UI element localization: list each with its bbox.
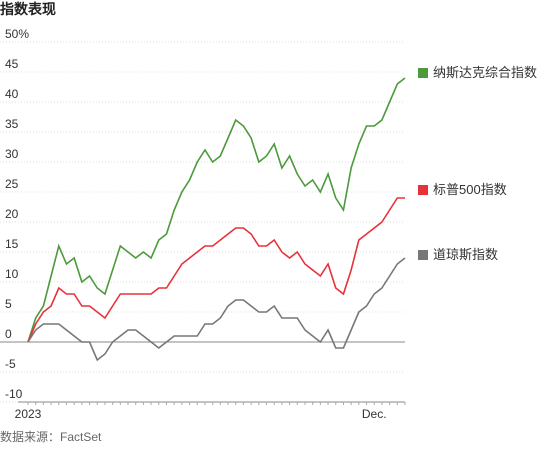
chart-title: 指数表现 [0,1,56,17]
series-line [27,257,406,362]
y-tick-label: 25 [5,177,19,191]
legend-label: 纳斯达克综合指数 [433,65,537,80]
y-tick-label: 40 [5,87,19,101]
y-tick-label: 45 [5,57,19,71]
y-tick-label: 0 [5,327,12,341]
y-tick-label: 35 [5,117,19,131]
y-tick-label: 20 [5,207,19,221]
y-tick-label: -10 [5,387,23,401]
legend-label: 道琼斯指数 [433,247,498,262]
y-tick-label: 15 [5,237,19,251]
y-tick-label: 50% [5,27,29,41]
series-line [27,197,405,343]
y-tick-label: 10 [5,267,19,281]
series-line [27,77,406,343]
x-tick-label: Dec. [362,407,387,421]
legend-label: 标普500指数 [433,182,507,197]
legend-swatch [418,185,428,195]
x-tick-label: 2023 [15,407,42,421]
y-tick-label: 5 [5,297,12,311]
source: 数据来源：FactSet [0,429,102,444]
y-tick-label: 30 [5,147,19,161]
legend-swatch [418,68,428,78]
legend-swatch [418,250,428,260]
y-tick-label: -5 [5,357,16,371]
